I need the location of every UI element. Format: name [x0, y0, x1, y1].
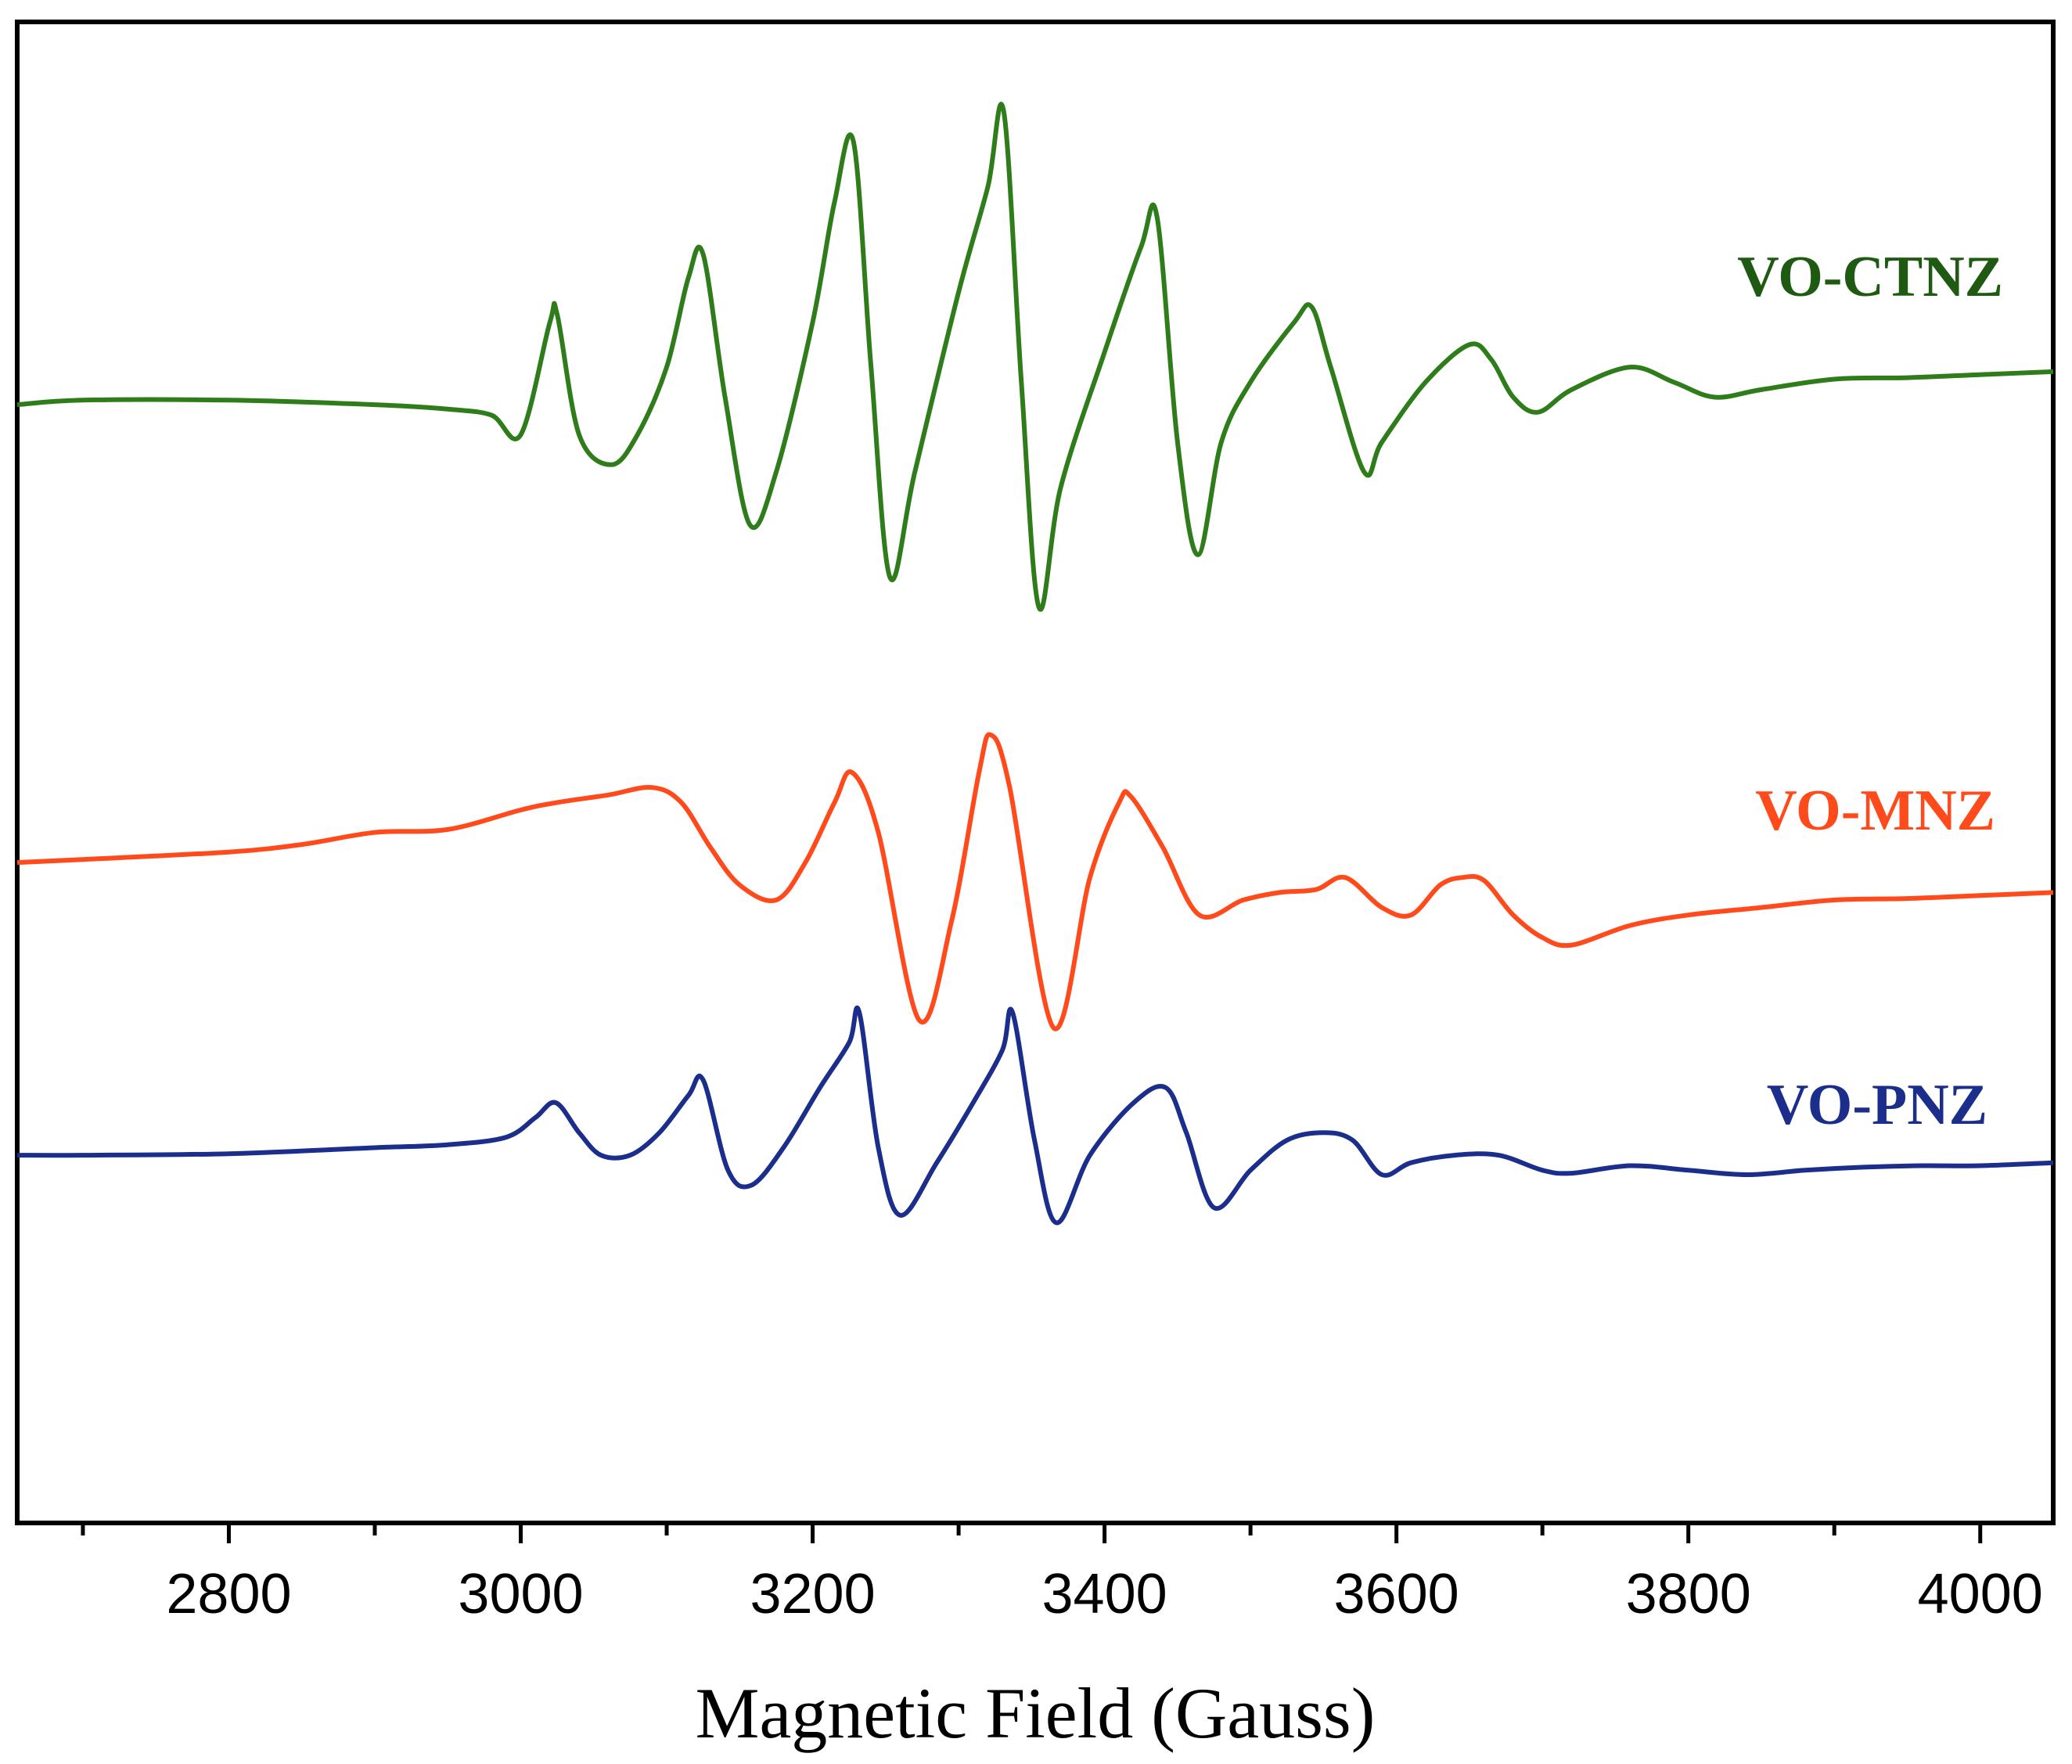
plot-frame: [15, 20, 2056, 1525]
x-axis-tick-labels: 2800 3000 3200 3400 3600 3800 4000: [166, 1563, 2042, 1625]
series-labels: VO-CTNZ VO-MNZ VO-PNZ: [1737, 245, 2003, 1137]
x-tick-label: 2800: [166, 1563, 291, 1625]
series-line-vo-mnz: [16, 732, 2054, 1031]
series-line-vo-ctnz: [16, 102, 2054, 612]
series-label-vo-mnz: VO-MNZ: [1755, 779, 1995, 843]
series-line-vo-pnz: [16, 1005, 2054, 1226]
series-label-vo-ctnz: VO-CTNZ: [1737, 245, 2003, 309]
x-tick-label: 3200: [750, 1563, 875, 1625]
spectra-lines: [16, 102, 2054, 1226]
series-label-vo-pnz: VO-PNZ: [1767, 1073, 1987, 1137]
x-tick-label: 3600: [1334, 1563, 1459, 1625]
x-axis-ticks: [81, 1523, 1983, 1543]
x-tick-label: 3000: [458, 1563, 583, 1625]
x-tick-label: 3800: [1626, 1563, 1751, 1625]
x-axis-title: Magnetic Field (Gauss): [696, 1673, 1376, 1753]
x-tick-label: 3400: [1042, 1563, 1167, 1625]
x-tick-label: 4000: [1918, 1563, 2043, 1625]
